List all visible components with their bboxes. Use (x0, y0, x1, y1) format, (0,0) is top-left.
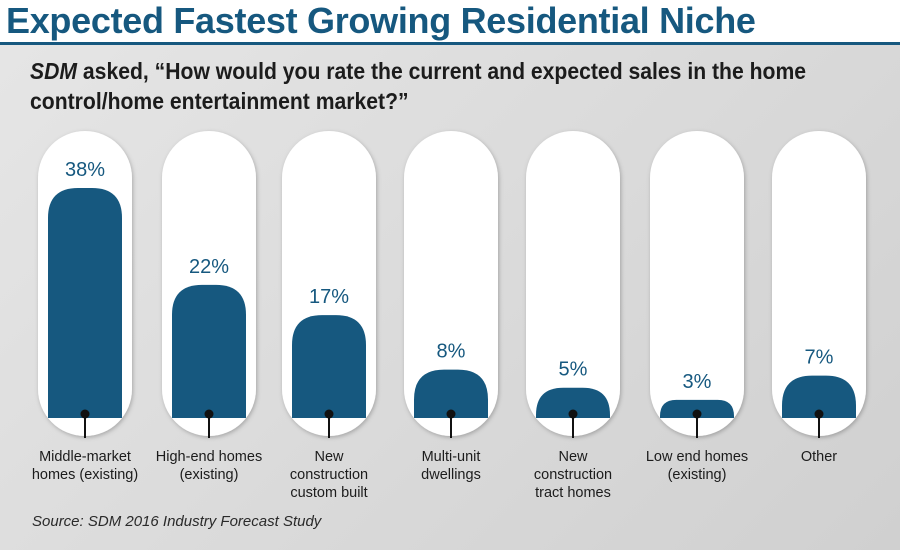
value-labels: 38% 22% 17% 8% 5% 3% 7% (65, 159, 834, 393)
bar-4 (414, 369, 488, 418)
value-label-6: 3% (683, 371, 712, 393)
category-label-1: Middle-market homes (existing) (31, 449, 139, 483)
bars (48, 188, 856, 438)
bar-6 (660, 399, 734, 418)
value-label-2: 22% (189, 256, 229, 278)
bar-3 (292, 315, 366, 418)
value-label-3: 17% (309, 286, 349, 308)
leader-dot-2 (204, 409, 214, 419)
brand-name: SDM (30, 58, 78, 84)
value-label-5: 5% (559, 359, 588, 381)
leader-dot-3 (324, 409, 334, 419)
survey-question: SDM asked, “How would you rate the curre… (30, 56, 812, 116)
category-label-7: Other (800, 449, 838, 465)
leader-dot-4 (446, 409, 456, 419)
bar-1 (48, 188, 122, 418)
source-note: Source: SDM 2016 Industry Forecast Study (32, 513, 322, 530)
category-label-5: New construction tract homes (533, 449, 613, 501)
question-line-1: SDM asked, “How would you rate the curre… (30, 56, 812, 86)
category-label-2: High-end homes (existing) (155, 449, 263, 483)
bar-5 (536, 387, 610, 418)
bar-2 (172, 284, 246, 418)
title-bar: Expected Fastest Growing Residential Nic… (0, 0, 900, 45)
leader-dot-5 (568, 409, 578, 419)
leader-dot-6 (692, 409, 702, 419)
question-line-2: control/home entertainment market?” (30, 88, 409, 114)
pill-4 (404, 131, 498, 436)
category-label-6: Low end homes (existing) (645, 449, 749, 483)
category-label-4: Multi-unit dwellings (421, 449, 481, 483)
question-text-1: asked, “How would you rate the current a… (77, 58, 807, 84)
bar-7 (782, 375, 856, 418)
leader-dot-7 (814, 409, 824, 419)
leader-dot-1 (80, 409, 90, 419)
pill-6 (650, 131, 744, 436)
pill-7 (772, 131, 866, 436)
category-label-3: New construction custom built (289, 449, 369, 501)
pill-5 (526, 131, 620, 436)
value-label-7: 7% (805, 347, 834, 369)
value-label-4: 8% (437, 341, 466, 363)
value-label-1: 38% (65, 159, 105, 181)
chart-title: Expected Fastest Growing Residential Nic… (6, 0, 756, 41)
